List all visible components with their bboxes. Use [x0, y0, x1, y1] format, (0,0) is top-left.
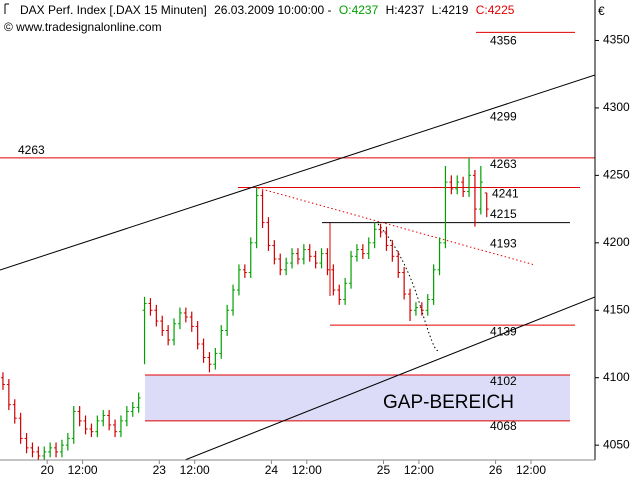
level-label: 4193 [490, 236, 517, 250]
level-label: 4068 [490, 419, 517, 433]
header: DAX Perf. Index [.DAX 15 Minuten] 26.03.… [20, 3, 515, 17]
x-tick-label: 12:00 [292, 463, 322, 477]
timestamp: 26.03.2009 10:00:00 - [214, 3, 331, 17]
x-tick-label: 23 [153, 463, 167, 477]
level-label: 4215 [490, 207, 517, 221]
x-tick-label: 25 [377, 463, 391, 477]
close-value: 4225 [488, 3, 515, 17]
y-tick-label: 4350 [603, 33, 630, 47]
close-label: C: [476, 3, 488, 17]
label-layer: 4050 4100 4150 4200 4250 4300 4350 20 12:00 23 12:… [18, 33, 630, 478]
upper-channel [0, 74, 595, 271]
low-value: 4219 [442, 3, 469, 17]
level-label: 4241 [492, 187, 519, 201]
level-label: 4102 [490, 374, 517, 388]
high-label: H: [386, 3, 398, 17]
source: © www.tradesignalonline.com [4, 20, 162, 34]
level-label: 4356 [490, 34, 517, 48]
x-tick-label: 12:00 [516, 463, 546, 477]
y-tick-label: 4300 [603, 100, 630, 114]
x-tick-label: 12:00 [404, 463, 434, 477]
y-tick-label: 4100 [603, 370, 630, 384]
title: DAX Perf. Index [.DAX 15 Minuten] [20, 3, 207, 17]
y-tick-label: 4250 [603, 168, 630, 182]
x-tick-label: 12:00 [180, 463, 210, 477]
x-tick-label: 26 [489, 463, 503, 477]
y-tick-label: 4150 [603, 302, 630, 316]
gap-annotation: GAP-BEREICH [383, 392, 514, 413]
level-label: 4139 [490, 324, 517, 338]
open-label: O: [339, 3, 352, 17]
bars [0, 157, 489, 460]
x-tick-label: 12:00 [68, 463, 98, 477]
x-tick-label: 24 [265, 463, 279, 477]
x-tick-label: 20 [41, 463, 55, 477]
trend-lines [0, 74, 595, 460]
level-label: 4299 [490, 109, 517, 123]
level-label: 4263 [490, 157, 517, 171]
level-label: 4263 [18, 143, 45, 157]
open-value: 4237 [352, 3, 379, 17]
y-tick-label: 4050 [603, 437, 630, 451]
currency: € [598, 4, 605, 18]
low-label: L: [432, 3, 442, 17]
plot-layer [0, 31, 595, 422]
gap-zone [145, 375, 570, 421]
y-tick-label: 4200 [603, 235, 630, 249]
dotted-projection [377, 223, 439, 351]
lower-channel [184, 296, 595, 460]
title-icon [4, 3, 9, 14]
high-value: 4237 [398, 3, 425, 17]
